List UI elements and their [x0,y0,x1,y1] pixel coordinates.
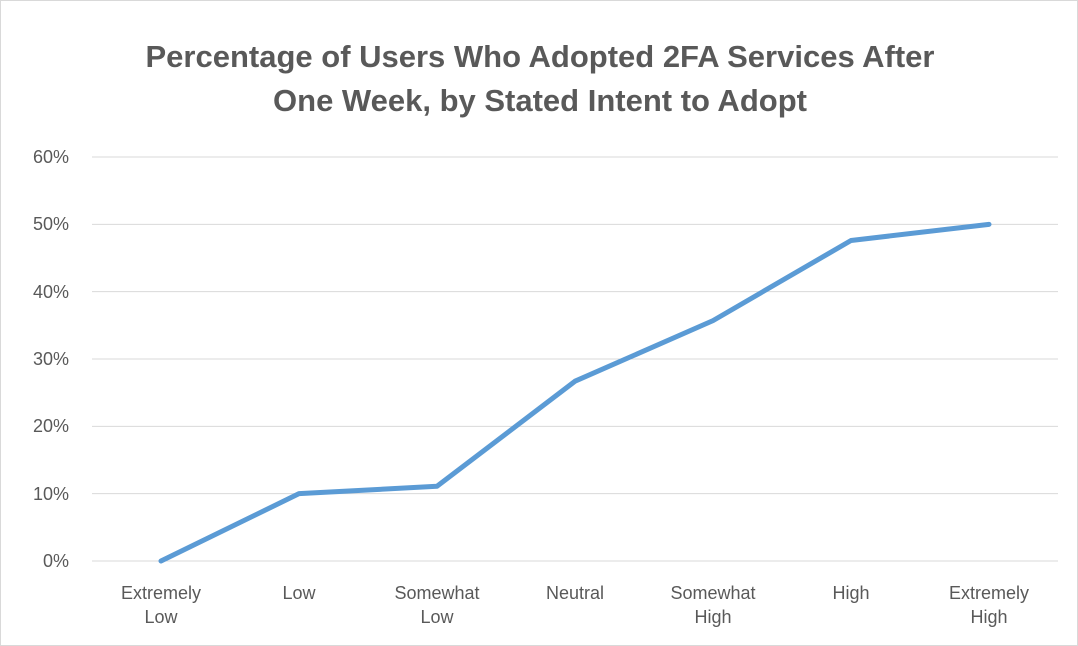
y-tick-label: 20% [32,416,69,437]
y-tick-label: 30% [32,349,69,369]
x-tick-label: High [832,583,870,603]
data-line [158,221,992,564]
y-tick-label: 0% [42,551,69,571]
x-tick-label: Extremely Low [120,583,201,627]
x-tick-label: Somewhat Low [394,583,480,627]
x-tick-label: Low [282,583,316,603]
y-tick-label: 50% [32,214,69,235]
y-tick-label: 60% [32,147,69,167]
x-tick-label: Somewhat High [670,583,756,627]
y-tick-label: 40% [32,281,69,302]
y-tick-label: 10% [32,483,69,504]
chart-title: Percentage of Users Who Adopted 2FA Serv… [145,39,935,118]
x-tick-label: Neutral [545,583,605,603]
x-tick-label: Extremely High [948,583,1029,627]
